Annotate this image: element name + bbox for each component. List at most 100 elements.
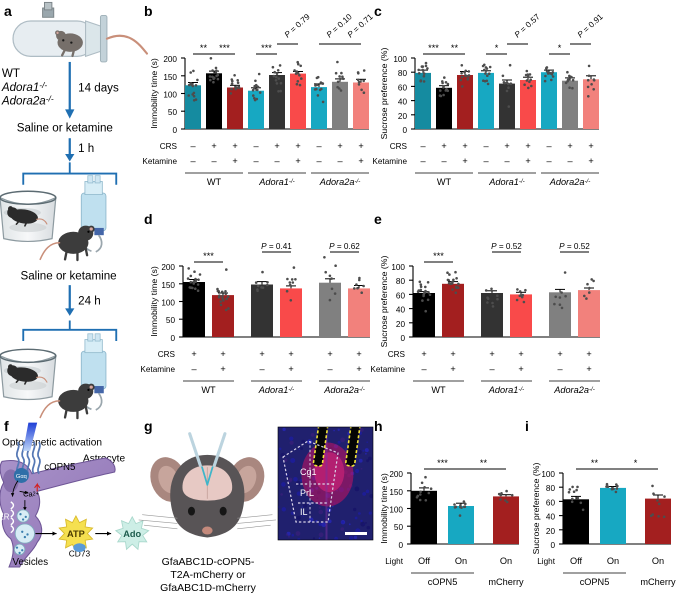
svg-text:–: –: [211, 156, 217, 166]
svg-text:20: 20: [398, 112, 408, 121]
svg-text:ATP: ATP: [67, 529, 85, 539]
svg-text:100: 100: [161, 299, 175, 308]
svg-text:24 h: 24 h: [78, 295, 101, 308]
svg-text:GfaABC1D-mCherry: GfaABC1D-mCherry: [160, 582, 256, 594]
svg-text:+: +: [450, 364, 455, 374]
svg-text:Saline or ketamine: Saline or ketamine: [20, 270, 116, 283]
svg-text:WT: WT: [207, 177, 222, 187]
svg-text:60: 60: [546, 498, 556, 507]
svg-text:Adora1-/-: Adora1-/-: [258, 385, 294, 395]
svg-text:0: 0: [398, 541, 403, 550]
svg-text:Adora1-/-: Adora1-/-: [258, 177, 294, 187]
svg-text:100: 100: [393, 55, 407, 64]
svg-text:+: +: [295, 141, 300, 151]
svg-text:cOPN5: cOPN5: [44, 462, 75, 473]
svg-text:Sucrose preference (%): Sucrose preference (%): [531, 463, 541, 555]
svg-text:–: –: [337, 156, 343, 166]
svg-text:+: +: [504, 141, 509, 151]
svg-text:+: +: [557, 349, 562, 359]
svg-text:200: 200: [161, 263, 175, 272]
svg-text:60: 60: [398, 83, 408, 92]
svg-text:*: *: [495, 43, 499, 53]
svg-text:100: 100: [163, 91, 177, 100]
svg-text:+: +: [232, 156, 237, 166]
svg-text:On: On: [500, 556, 512, 566]
svg-text:200: 200: [163, 55, 177, 64]
svg-text:Adora1-/-: Adora1-/-: [488, 177, 524, 187]
svg-text:0: 0: [550, 541, 555, 550]
svg-text:GfaABC1D-cOPN5-: GfaABC1D-cOPN5-: [162, 556, 255, 568]
svg-text:cOPN5: cOPN5: [428, 577, 458, 587]
svg-text:Sucrose preference (%): Sucrose preference (%): [379, 48, 389, 140]
svg-text:P = 0.62: P = 0.62: [329, 242, 360, 251]
svg-text:80: 80: [398, 69, 408, 78]
svg-text:CRS: CRS: [390, 142, 408, 151]
svg-text:+: +: [274, 141, 279, 151]
svg-text:+: +: [567, 141, 572, 151]
svg-text:50: 50: [394, 523, 404, 532]
svg-text:1 h: 1 h: [78, 142, 94, 155]
svg-text:–: –: [190, 141, 196, 151]
svg-text:80: 80: [396, 277, 406, 286]
svg-text:Adora2a-/-: Adora2a-/-: [323, 385, 365, 395]
svg-text:150: 150: [161, 281, 175, 290]
svg-text:Ado: Ado: [123, 529, 141, 539]
svg-text:+: +: [588, 141, 593, 151]
svg-text:Ketamine: Ketamine: [372, 157, 407, 166]
svg-text:–: –: [190, 156, 196, 166]
svg-text:Light: Light: [385, 557, 403, 566]
svg-text:IL: IL: [300, 507, 308, 517]
svg-text:+: +: [518, 364, 523, 374]
svg-text:Vesicles: Vesicles: [13, 557, 49, 568]
svg-text:20: 20: [396, 320, 406, 329]
svg-text:+: +: [525, 141, 530, 151]
svg-text:P = 0.79: P = 0.79: [283, 12, 312, 40]
svg-text:40: 40: [396, 306, 406, 315]
svg-text:–: –: [274, 156, 280, 166]
svg-text:+: +: [586, 364, 591, 374]
svg-text:***: ***: [428, 43, 439, 53]
svg-text:150: 150: [389, 488, 403, 497]
svg-text:On: On: [607, 556, 619, 566]
svg-text:Immobility time (s): Immobility time (s): [149, 266, 159, 337]
svg-text:–: –: [441, 156, 447, 166]
svg-text:+: +: [259, 349, 264, 359]
svg-text:–: –: [420, 156, 426, 166]
svg-text:***: ***: [437, 458, 448, 468]
svg-text:Ketamine: Ketamine: [142, 157, 177, 166]
svg-text:Optogenetic activation: Optogenetic activation: [2, 438, 102, 449]
svg-text:+: +: [588, 156, 593, 166]
svg-text:Adora1-/-: Adora1-/-: [488, 385, 524, 395]
svg-text:+: +: [421, 349, 426, 359]
svg-text:*: *: [558, 43, 562, 53]
svg-text:mCherry: mCherry: [488, 577, 524, 587]
svg-text:Off: Off: [570, 556, 583, 566]
svg-text:Adora2a-/-: Adora2a-/-: [553, 385, 595, 395]
svg-text:Saline or ketamine: Saline or ketamine: [17, 122, 113, 135]
svg-text:+: +: [489, 349, 494, 359]
svg-text:+: +: [356, 364, 361, 374]
svg-text:–: –: [557, 364, 563, 374]
svg-text:+: +: [525, 156, 530, 166]
svg-text:–: –: [489, 364, 495, 374]
svg-text:–: –: [191, 364, 197, 374]
svg-text:Adora2a-/-: Adora2a-/-: [319, 177, 361, 187]
svg-text:Light: Light: [537, 557, 555, 566]
svg-text:P = 0.91: P = 0.91: [576, 12, 605, 40]
svg-text:+: +: [191, 349, 196, 359]
svg-text:**: **: [451, 43, 459, 53]
svg-text:0: 0: [402, 126, 407, 135]
svg-text:P = 0.52: P = 0.52: [559, 242, 590, 251]
svg-text:***: ***: [219, 43, 230, 53]
svg-text:100: 100: [391, 263, 405, 272]
svg-text:40: 40: [546, 513, 556, 522]
svg-text:+: +: [211, 141, 216, 151]
svg-text:–: –: [316, 156, 322, 166]
svg-text:+: +: [337, 141, 342, 151]
svg-text:0: 0: [172, 126, 177, 135]
svg-text:ER: ER: [0, 512, 10, 521]
svg-text:Ketamine: Ketamine: [370, 365, 405, 374]
svg-text:Cg1: Cg1: [300, 467, 317, 477]
svg-text:Adora2a-/-: Adora2a-/-: [1, 94, 54, 108]
svg-text:**: **: [480, 458, 488, 468]
